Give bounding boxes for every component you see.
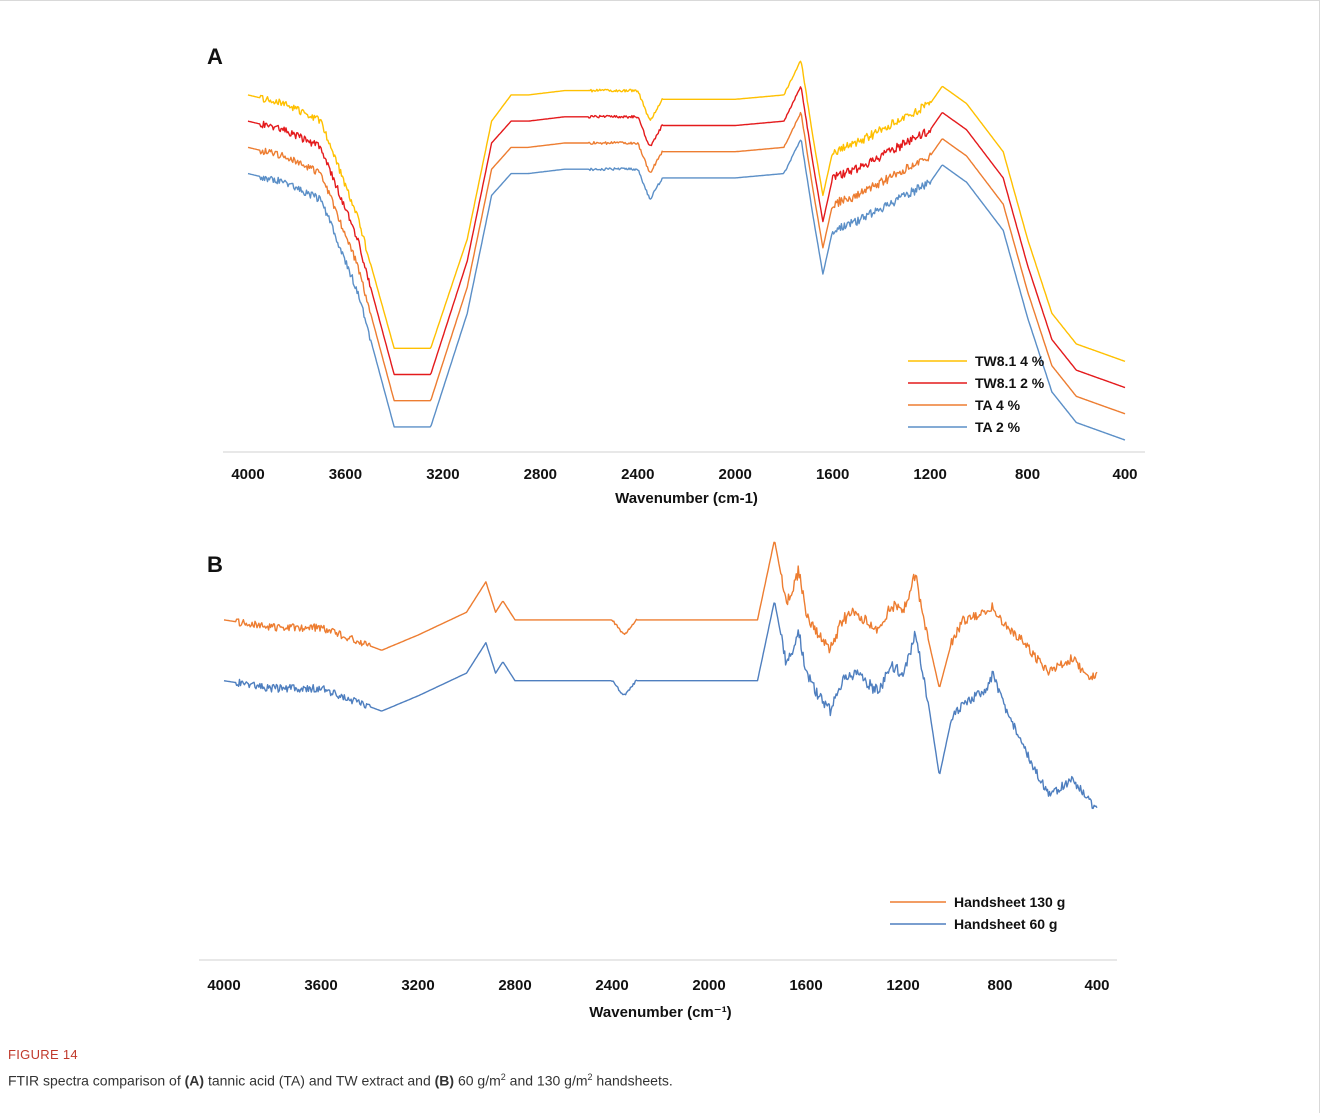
caption-superscript: 2 <box>587 1072 593 1082</box>
caption-bold-part: (B) <box>434 1072 455 1089</box>
series-line-handsheet-130-g <box>223 541 1098 688</box>
x-tick-label: 3600 <box>329 466 362 483</box>
x-tick-label: 4000 <box>207 977 240 994</box>
x-tick-label: 1600 <box>816 466 849 483</box>
caption-bold-part: (A) <box>184 1072 205 1089</box>
caption-superscript: 2 <box>500 1072 506 1082</box>
caption-part: handsheets. <box>592 1072 673 1089</box>
series-line-tw8-1-4- <box>247 60 1126 363</box>
x-axis-title-b: Wavenumber (cm⁻¹) <box>589 1004 731 1021</box>
x-tick-label: 2800 <box>524 466 557 483</box>
x-tick-label: 3600 <box>304 977 337 994</box>
figure-label: FIGURE 14 <box>8 1047 78 1062</box>
x-tick-label: 400 <box>1084 977 1109 994</box>
caption-part: and 130 g/m <box>505 1072 588 1089</box>
caption-part: tannic acid (TA) and TW extract and <box>204 1072 435 1089</box>
caption-part: 60 g/m <box>454 1072 501 1089</box>
x-tick-label: 2000 <box>692 977 725 994</box>
x-tick-label: 2000 <box>719 466 752 483</box>
series-line-tw8-1-2- <box>247 86 1126 389</box>
panel-letter-b: B <box>207 552 223 577</box>
x-tick-label: 400 <box>1112 466 1137 483</box>
caption-part: FTIR spectra comparison of <box>8 1072 185 1089</box>
figure-caption: FTIR spectra comparison of (A) tannic ac… <box>8 1072 673 1089</box>
legend-label: Handsheet 60 g <box>954 916 1057 932</box>
x-tick-label: 3200 <box>426 466 459 483</box>
x-tick-label: 1600 <box>789 977 822 994</box>
series-line-ta-4- <box>247 111 1126 415</box>
panel-letter-a: A <box>207 44 223 69</box>
legend-label: TA 4 % <box>975 397 1021 413</box>
x-tick-label: 2400 <box>621 466 654 483</box>
x-tick-label: 800 <box>987 977 1012 994</box>
x-tick-label: 4000 <box>231 466 264 483</box>
ftir-charts-svg: A 4000 3600 3200 2800 2400 2000 1600 1200 800 400 W… <box>199 44 1145 1021</box>
legend-label: TW8.1 2 % <box>975 375 1045 391</box>
x-tick-label: 800 <box>1015 466 1040 483</box>
x-tick-label: 1200 <box>886 977 919 994</box>
x-tick-label: 2800 <box>498 977 531 994</box>
legend-label: Handsheet 130 g <box>954 894 1065 910</box>
series-line-handsheet-60-g <box>223 602 1098 810</box>
x-tick-label: 3200 <box>401 977 434 994</box>
x-tick-label: 1200 <box>913 466 946 483</box>
x-tick-label: 2400 <box>595 977 628 994</box>
series-line-ta-2- <box>247 139 1126 441</box>
legend-label: TA 2 % <box>975 419 1021 435</box>
x-axis-title-a: Wavenumber (cm-1) <box>615 490 758 507</box>
legend-label: TW8.1 4 % <box>975 353 1045 369</box>
